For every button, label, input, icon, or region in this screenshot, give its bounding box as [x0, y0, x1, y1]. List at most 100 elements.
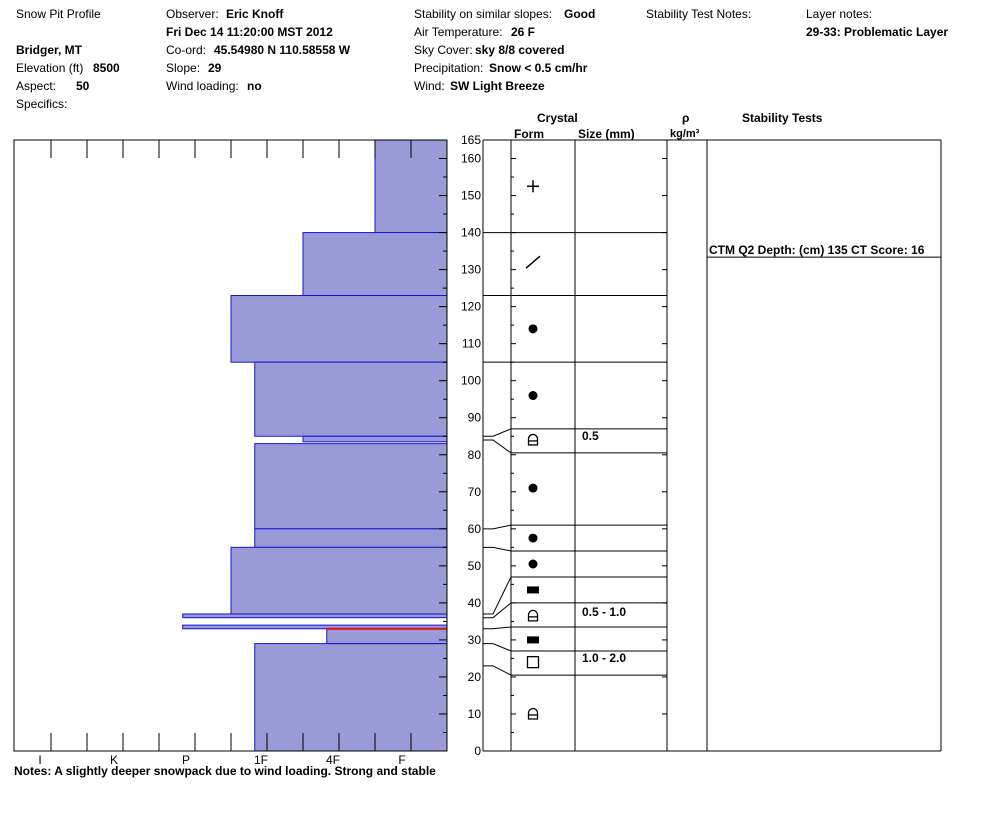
decomposing-icon	[525, 255, 541, 269]
specifics-label: Specifics:	[16, 97, 68, 111]
datetime: Fri Dec 14 11:20:00 MST 2012	[166, 25, 333, 39]
coord-label: Co-ord:	[166, 43, 207, 57]
sky-cover-value: sky 8/8 covered	[475, 43, 565, 57]
hardness-axis: I K P 1F 4F F	[38, 140, 448, 767]
wind-loading-label: Wind loading:	[166, 79, 239, 93]
hardness-layer-bar	[254, 643, 448, 752]
depth-tick-label: 140	[461, 226, 481, 240]
stability-test-label: CTM Q2 Depth: (cm) 135 CT Score: 16	[709, 243, 925, 257]
hardness-layer-bar	[302, 232, 448, 297]
hardness-layer-bar	[230, 546, 448, 615]
hardness-layer-bar	[326, 628, 448, 645]
depth-tick-label: 60	[468, 522, 482, 536]
wind-label: Wind:	[414, 79, 445, 93]
depth-tick-label: 70	[468, 485, 482, 499]
depth-hoar-icon	[527, 433, 539, 446]
crystal-symbols: 0.5 0.5 - 1.0 1.0 - 2.0	[525, 180, 626, 720]
depth-tick-label: 0	[474, 744, 481, 758]
layer-boundary	[483, 546, 667, 552]
hardness-tick-label: I	[38, 753, 41, 767]
hardness-layer-bar	[254, 361, 448, 437]
ice-layer-icon	[527, 586, 539, 594]
depth-tick-label: 100	[461, 374, 481, 388]
depth-tick-label: 50	[468, 559, 482, 573]
hardness-tick-label: F	[398, 753, 405, 767]
wind-value: SW Light Breeze	[450, 79, 545, 93]
crystal-size-label: 1.0 - 2.0	[582, 651, 626, 665]
crystal-size-label: 0.5	[582, 429, 599, 443]
location: Bridger, MT	[16, 43, 83, 57]
stability-test-notes-label: Stability Test Notes:	[646, 7, 752, 21]
size-header: Size (mm)	[578, 127, 635, 141]
hardness-layer-bar	[182, 613, 448, 619]
form-header: Form	[514, 127, 544, 141]
hardness-layer-bar	[230, 295, 448, 363]
hardness-layer-bar	[254, 443, 448, 530]
depth-hoar-icon	[527, 609, 539, 622]
layer-boundary	[483, 524, 667, 530]
hardness-tick-label: P	[182, 753, 190, 767]
rounded-grain-icon	[528, 324, 538, 334]
crystal-header: Crystal	[537, 111, 578, 125]
crystal-size-label: 0.5 - 1.0	[582, 605, 626, 619]
rounded-grain-icon	[528, 391, 538, 401]
ice-layer-icon	[527, 636, 539, 644]
precipitation-label: Precipitation:	[414, 61, 484, 75]
depth-tick-label: 90	[468, 411, 482, 425]
depth-tick-label: 130	[461, 263, 481, 277]
faceted-icon	[526, 655, 540, 669]
aspect-label: Aspect:	[16, 79, 57, 93]
rounded-grain-icon	[528, 483, 538, 493]
coord-value: 45.54980 N 110.58558 W	[214, 43, 351, 57]
slope-label: Slope:	[166, 61, 201, 75]
layer-boundaries	[483, 139, 667, 752]
notes: Notes: A slightly deeper snowpack due to…	[14, 764, 436, 778]
stability-value: Good	[564, 7, 596, 21]
depth-tick-label: 110	[462, 337, 481, 351]
layer-notes-value: 29-33: Problematic Layer	[806, 25, 949, 39]
observer-label: Observer:	[166, 7, 219, 21]
depth-hoar-icon	[527, 707, 539, 720]
hardness-tick-label: 4F	[326, 753, 340, 767]
hardness-layers	[182, 139, 448, 752]
depth-tick-label: 40	[468, 596, 482, 610]
stability-test-markers: CTM Q2 Depth: (cm) 135 CT Score: 16	[707, 243, 941, 258]
air-temp-value: 26 F	[511, 25, 536, 39]
depth-tick-label: 30	[468, 633, 482, 647]
elevation-value: 8500	[93, 61, 120, 75]
profile-title: Snow Pit Profile	[16, 7, 101, 21]
hardness-tick-label: K	[110, 753, 118, 767]
aspect-value: 50	[76, 79, 90, 93]
depth-tick-label: 160	[461, 152, 481, 166]
stability-tests-header: Stability Tests	[742, 111, 823, 125]
hardness-tick-label: 1F	[254, 753, 268, 767]
depth-tick-label: 165	[461, 133, 481, 147]
rounded-grain-icon	[528, 533, 538, 543]
layer-boundary	[483, 626, 667, 630]
air-temp-label: Air Temperature:	[414, 25, 503, 39]
layer-boundary	[483, 428, 667, 437]
depth-axis: 0 10 20 30 40 50 60 70 80 90 100 110 120 130 140 150 160…	[439, 133, 667, 758]
layer-boundary	[483, 439, 667, 454]
depth-tick-label: 150	[461, 189, 481, 203]
sky-cover-label: Sky Cover:	[414, 43, 473, 57]
layer-boundary	[483, 643, 667, 652]
stability-label: Stability on similar slopes:	[414, 7, 553, 21]
slope-value: 29	[208, 61, 222, 75]
rounded-grain-icon	[528, 559, 538, 569]
hardness-layer-bar	[302, 435, 448, 443]
density-unit: kg/m³	[670, 128, 700, 140]
depth-tick-label: 80	[468, 448, 482, 462]
layer-boundary	[483, 665, 667, 676]
layer-boundary	[483, 576, 667, 615]
depth-tick-label: 120	[461, 300, 481, 314]
density-header: ρ	[682, 111, 690, 125]
hardness-layer-bar	[254, 528, 448, 548]
elevation-label: Elevation (ft)	[16, 61, 84, 75]
depth-tick-label: 20	[468, 670, 482, 684]
wind-loading-value: no	[247, 79, 262, 93]
depth-tick-label: 10	[468, 707, 482, 721]
layer-notes-label: Layer notes:	[806, 7, 873, 21]
precipitation-value: Snow < 0.5 cm/hr	[489, 61, 588, 75]
